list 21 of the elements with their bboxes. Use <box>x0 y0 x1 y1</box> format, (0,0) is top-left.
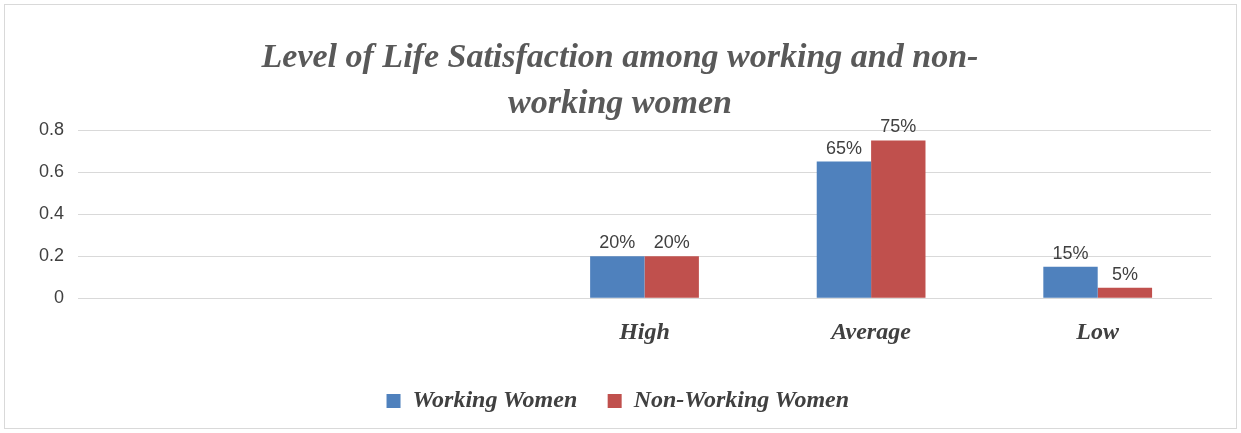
bar <box>816 161 872 298</box>
legend-label: Working Women <box>412 386 578 413</box>
y-tick-label: 0.2 <box>38 245 65 266</box>
data-label: 65% <box>825 137 862 158</box>
x-tick-label: Low <box>1075 317 1121 344</box>
bar <box>644 256 699 298</box>
y-tick-label: 0.4 <box>38 203 65 224</box>
data-label: 20% <box>599 232 636 253</box>
bar <box>1097 287 1153 298</box>
data-label: 15% <box>1052 242 1089 263</box>
bar <box>871 140 926 298</box>
bar <box>1043 266 1098 298</box>
y-tick-label: 0.6 <box>38 161 65 182</box>
x-tick-label: High <box>618 317 670 344</box>
y-tick-label: 0.8 <box>38 118 65 139</box>
y-tick-label: 0 <box>54 287 65 308</box>
x-tick-label: Average <box>829 317 912 344</box>
bar <box>590 256 645 298</box>
data-label: 20% <box>653 232 690 253</box>
legend-label: Non-Working Women <box>632 386 850 413</box>
data-label: 5% <box>1111 263 1138 284</box>
